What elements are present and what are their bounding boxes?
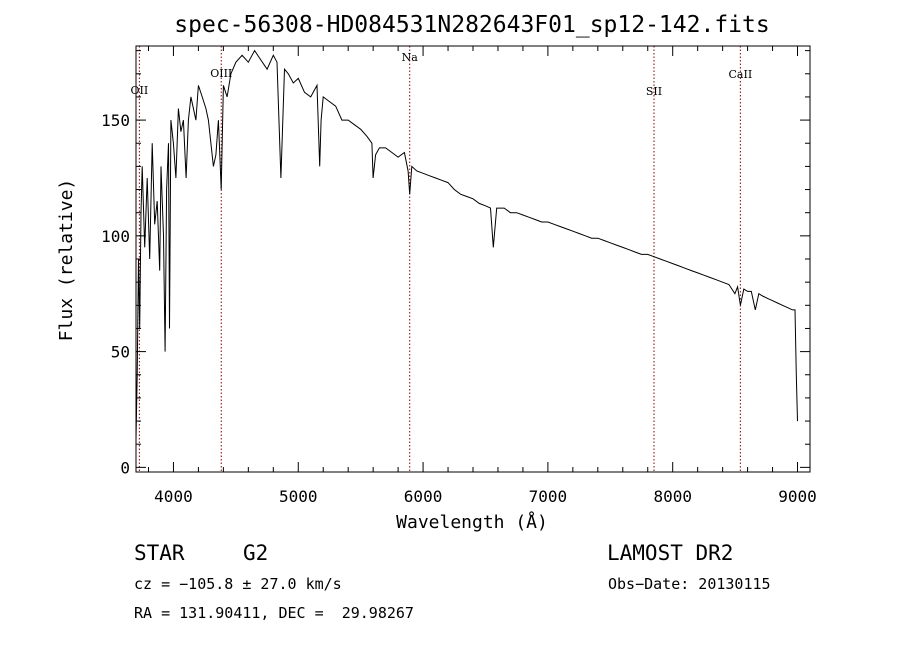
line-marker-label: CaII: [729, 68, 753, 81]
object-class: STAR: [134, 541, 185, 565]
y-tick-label: 150: [101, 111, 130, 130]
x-tick-label: 9000: [778, 487, 817, 506]
line-marker-label: OII: [131, 84, 149, 97]
x-tick-label: 4000: [154, 487, 193, 506]
line-markers: [138, 46, 741, 472]
line-marker-label: SII: [646, 85, 662, 98]
x-tick-label: 6000: [404, 487, 443, 506]
spectrum-chart: spec-56308-HD084531N282643F01_sp12-142.f…: [56, 12, 817, 533]
survey-name: LAMOST DR2: [607, 541, 734, 565]
x-ticks: 4000 5000 6000 7000 8000 9000: [147, 46, 817, 506]
subclass: G2: [243, 541, 269, 565]
cz-value: cz = −105.8 ± 27.0 km/s: [134, 575, 342, 593]
plot-frame: [135, 45, 811, 473]
x-tick-label: 5000: [279, 487, 318, 506]
obs-date: Obs−Date: 20130115: [608, 575, 771, 593]
y-ticks: 0 50 100 150: [101, 50, 810, 477]
spectrum-line: [135, 49, 798, 440]
ra-dec: RA = 131.90411, DEC = 29.98267: [134, 604, 414, 622]
x-tick-label: 7000: [529, 487, 568, 506]
y-axis-label: Flux (relative): [56, 179, 77, 342]
line-marker-label: OIII: [210, 67, 232, 80]
line-marker-labels: OII OIII Na SII CaII: [131, 51, 753, 98]
x-tick-label: 8000: [653, 487, 692, 506]
y-tick-label: 100: [101, 227, 130, 246]
y-tick-label: 50: [111, 343, 130, 362]
chart-title: spec-56308-HD084531N282643F01_sp12-142.f…: [174, 12, 769, 38]
line-marker-label: Na: [402, 51, 419, 64]
y-tick-label: 0: [120, 458, 130, 477]
x-axis-label: Wavelength (Å): [396, 511, 548, 533]
